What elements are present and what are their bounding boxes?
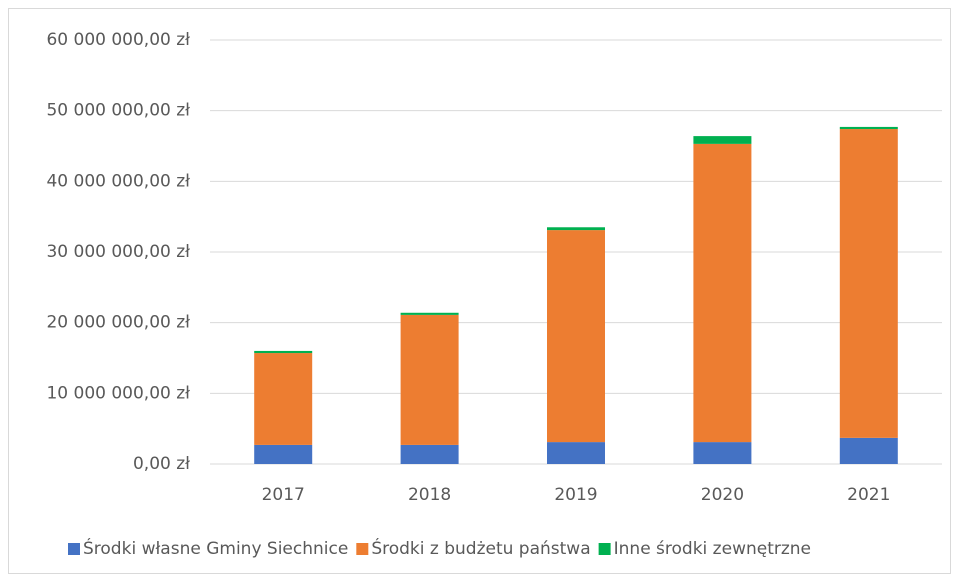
bar-segment xyxy=(400,312,459,315)
bar-segment xyxy=(254,353,313,445)
legend-swatch xyxy=(68,543,80,555)
bar-segment xyxy=(839,129,898,438)
bar-segment xyxy=(400,444,459,464)
legend-swatch xyxy=(598,543,611,555)
y-tick-label: 0,00 zł xyxy=(133,454,190,474)
y-tick-label: 60 000 000,00 zł xyxy=(46,30,190,50)
y-tick-label: 20 000 000,00 zł xyxy=(46,313,190,333)
x-tick-label: 2017 xyxy=(262,485,305,505)
legend-label: Środki z budżetu państwa xyxy=(371,537,590,559)
bar-segment xyxy=(547,227,605,231)
bar-segment xyxy=(547,442,605,464)
legend-swatch xyxy=(356,543,369,555)
bar-segment xyxy=(693,136,752,144)
x-tick-label: 2018 xyxy=(408,485,451,505)
chart-border xyxy=(8,8,951,574)
bar-segment xyxy=(254,444,313,464)
y-tick-label: 50 000 000,00 zł xyxy=(46,101,190,121)
bar-segment xyxy=(693,143,752,443)
bar-segment xyxy=(839,437,898,464)
y-tick-label: 40 000 000,00 zł xyxy=(46,171,190,191)
bar-segment xyxy=(547,230,605,443)
y-tick-label: 30 000 000,00 zł xyxy=(46,242,190,262)
bar-segment xyxy=(400,314,459,445)
legend-label: Środki własne Gminy Siechnice xyxy=(83,537,348,559)
x-tick-label: 2019 xyxy=(554,485,597,505)
x-tick-label: 2020 xyxy=(701,485,744,505)
bar-segment xyxy=(693,442,752,464)
legend-label: Inne środki zewnętrzne xyxy=(614,539,811,559)
bar-segment xyxy=(839,126,898,130)
x-tick-label: 2021 xyxy=(847,485,890,505)
y-tick-label: 10 000 000,00 zł xyxy=(46,383,190,403)
bar-segment xyxy=(254,350,313,354)
